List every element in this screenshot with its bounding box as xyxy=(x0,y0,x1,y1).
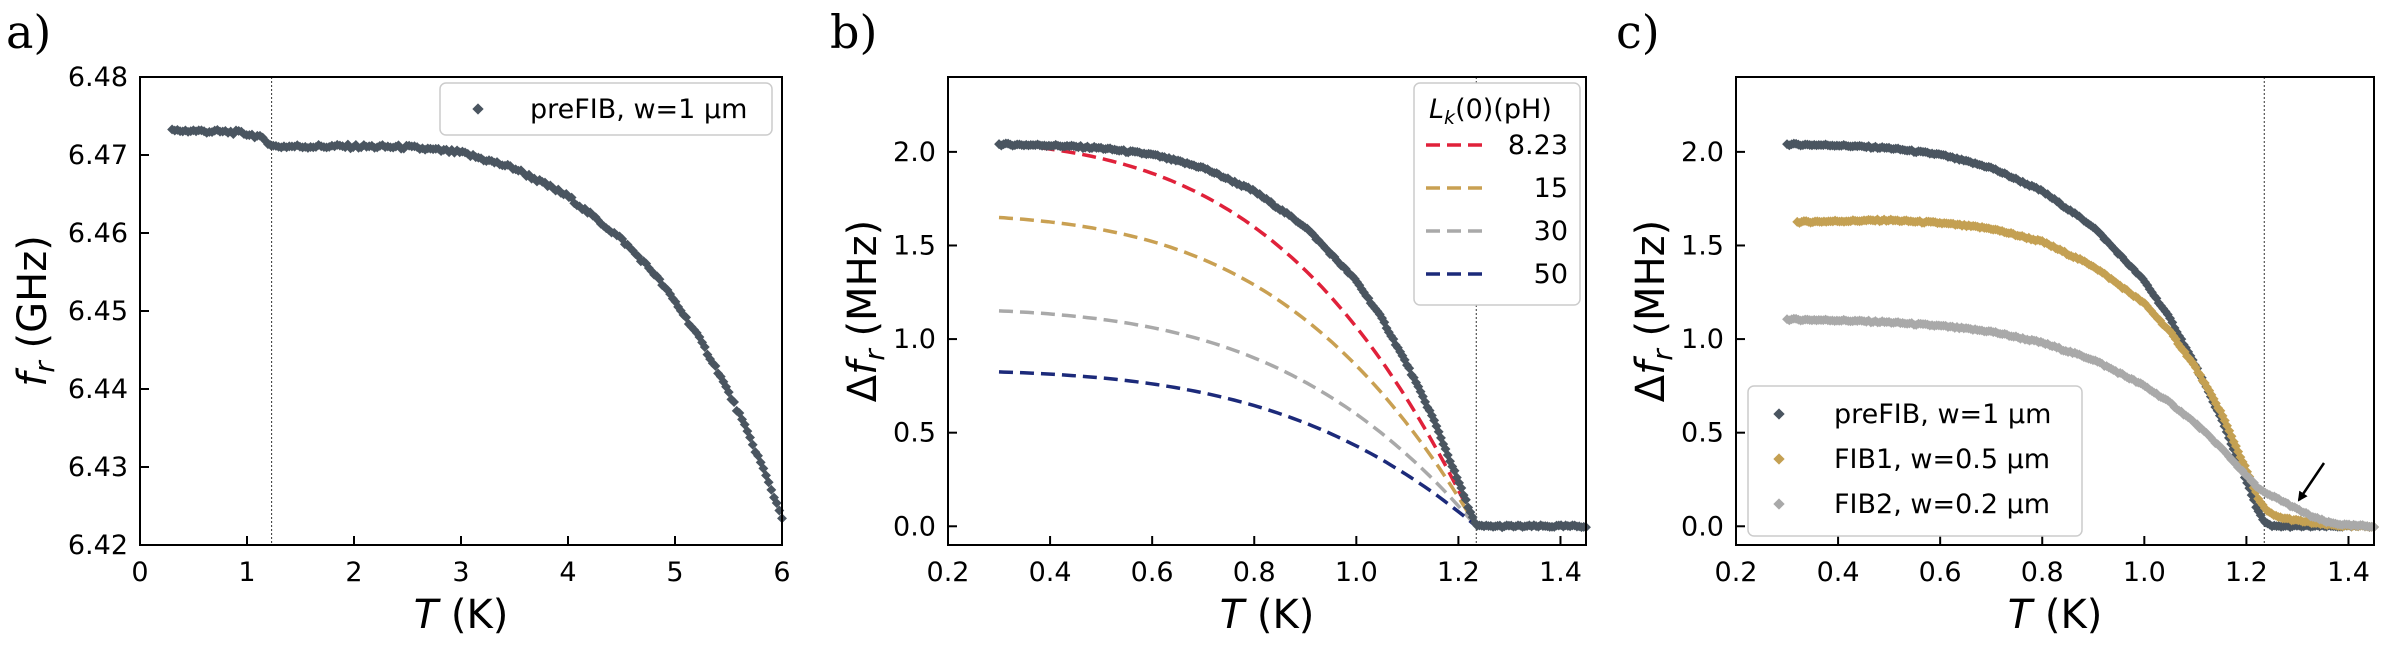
panel-c-ytick-label: 1.0 xyxy=(1681,324,1724,355)
panel-a-ytick-label: 6.48 xyxy=(68,62,128,93)
panel-b-model-curve-50 xyxy=(998,370,1586,529)
panel-c-legend-marker xyxy=(1773,408,1785,420)
panel-c-legend-marker xyxy=(1773,498,1785,510)
panel-a-ytick-label: 6.42 xyxy=(68,530,128,561)
panel-a-prefib-point xyxy=(745,432,755,443)
panel-a-xtick-label: 6 xyxy=(773,557,790,588)
panel-b-chart: 0.2 0.4 0.6 0.8 1.0 1.2 1.4 0.0 0.5 1.0 1.5 2.0 T … xyxy=(840,76,1591,638)
panel-b-legend-title: Lk(0)(pH) xyxy=(1429,94,1552,129)
panel-c-annotation-arrow xyxy=(2297,462,2326,502)
panel-c-ytick-label: 2.0 xyxy=(1681,137,1724,168)
panel-a-xlabel: T (K) xyxy=(414,592,509,638)
panel-a-prefib-point xyxy=(747,439,758,450)
panel-label-b: b) xyxy=(830,5,877,59)
panel-c-xtick-label: 1.0 xyxy=(2123,557,2166,588)
panel-b-marks xyxy=(994,138,1591,533)
panel-c-xtick-label: 0.8 xyxy=(2021,557,2064,588)
panel-b-yticks: 0.0 0.5 1.0 1.5 2.0 xyxy=(893,137,957,542)
panel-a-prefib-point xyxy=(771,498,782,508)
panel-b-legend-label: 8.23 xyxy=(1508,130,1568,161)
panel-c-ylabel: Δfr (MHz) xyxy=(1628,220,1679,403)
panel-a-yticks: 6.42 6.43 6.44 6.45 6.46 6.47 6.48 xyxy=(68,62,149,561)
panel-c-chart: 0.2 0.4 0.6 0.8 1.0 1.2 1.4 0.0 0.5 1.0 1.5 2.0 T … xyxy=(1628,76,2379,638)
panel-c-xtick-label: 1.2 xyxy=(2225,557,2268,588)
panel-a-xtick-label: 4 xyxy=(559,557,576,588)
panel-a-prefib-point xyxy=(710,360,721,371)
panel-label-a: a) xyxy=(6,5,51,59)
panel-b-ytick-label: 2.0 xyxy=(893,137,936,168)
panel-b-ytick-label: 0.0 xyxy=(893,511,936,542)
panel-c-marks xyxy=(1782,138,2379,533)
panel-b-xtick-label: 0.6 xyxy=(1131,557,1174,588)
panel-c-xtick-label: 1.4 xyxy=(2327,557,2370,588)
panel-c-legend: preFIB, w=1 µm FIB1, w=0.5 µm FIB2, w=0.2 … xyxy=(1747,385,2083,537)
panel-a-legend-label: preFIB, w=1 µm xyxy=(530,94,747,125)
panel-b-xtick-label: 0.8 xyxy=(1233,557,1276,588)
panel-a-chart: 0 1 2 3 4 5 6 6.42 6.43 6.44 6.45 6.46 6.47 6.48 T (… xyxy=(10,62,791,638)
panel-a-ytick-label: 6.44 xyxy=(68,374,128,405)
panel-b-legend-label: 15 xyxy=(1534,173,1568,204)
panel-a-ytick-label: 6.46 xyxy=(68,218,128,249)
panel-a-prefib-point xyxy=(729,397,740,407)
panel-a-xtick-label: 0 xyxy=(131,557,148,588)
panel-a-xticks: 0 1 2 3 4 5 6 xyxy=(131,536,791,588)
panel-c-xticks: 0.2 0.4 0.6 0.8 1.0 1.2 1.4 xyxy=(1715,536,2370,588)
panel-b-prefib-point xyxy=(1460,494,1471,505)
panel-label-c: c) xyxy=(1616,5,1660,59)
panel-c-frame xyxy=(1735,76,2375,546)
panel-b-xtick-label: 0.4 xyxy=(1029,557,1072,588)
panel-b-legend-label: 50 xyxy=(1534,259,1568,290)
panel-b-xtick-label: 1.0 xyxy=(1335,557,1378,588)
panel-c-xtick-label: 0.4 xyxy=(1817,557,1860,588)
panel-c-legend-marker xyxy=(1773,453,1785,465)
panel-b-legend: Lk(0)(pH) 8.23 15 30 50 xyxy=(1413,82,1581,306)
panel-b-legend-label: 30 xyxy=(1534,216,1568,247)
panel-b-ytick-label: 1.5 xyxy=(893,230,936,261)
panel-c-legend-label: FIB2, w=0.2 µm xyxy=(1834,489,2050,520)
panel-b-xtick-label: 0.2 xyxy=(927,557,970,588)
panel-b-xlabel: T (K) xyxy=(1220,592,1315,638)
panel-b-xtick-label: 1.2 xyxy=(1437,557,1480,588)
panel-a-frame xyxy=(139,76,783,546)
panel-c-legend-label: FIB1, w=0.5 µm xyxy=(1834,444,2050,475)
panel-a-legend-box xyxy=(439,82,773,136)
panel-a-prefib-point xyxy=(763,477,774,488)
panel-a-marks xyxy=(167,124,787,524)
panel-c-ytick-label: 0.5 xyxy=(1681,418,1724,449)
panel-c-xlabel: T (K) xyxy=(2008,592,2103,638)
panel-b-frame xyxy=(947,76,1587,546)
panel-b-legend-box xyxy=(1413,82,1581,306)
panel-c-xtick-label: 0.6 xyxy=(1919,557,1962,588)
panel-a-ytick-label: 6.43 xyxy=(68,452,128,483)
panel-b-xtick-label: 1.4 xyxy=(1539,557,1582,588)
panel-b-ylabel: Δfr (MHz) xyxy=(840,220,891,403)
panel-a-xtick-label: 3 xyxy=(452,557,469,588)
panel-a-prefib-point xyxy=(699,342,710,352)
panel-a-xtick-label: 2 xyxy=(345,557,362,588)
panel-c-yticks: 0.0 0.5 1.0 1.5 2.0 xyxy=(1681,137,1745,542)
panel-a-xtick-label: 1 xyxy=(238,557,255,588)
panel-a-ylabel: fr (GHz) xyxy=(10,235,61,387)
panel-a-legend-series-name: preFIB, w=1 µm xyxy=(530,94,747,125)
panel-b-ytick-label: 0.5 xyxy=(893,418,936,449)
panel-b-xticks: 0.2 0.4 0.6 0.8 1.0 1.2 1.4 xyxy=(927,536,1582,588)
panel-c-legend-box xyxy=(1747,385,2083,537)
panel-a-ytick-label: 6.45 xyxy=(68,296,128,327)
panel-c-legend-label: preFIB, w=1 µm xyxy=(1834,399,2051,430)
panel-a-xtick-label: 5 xyxy=(666,557,683,588)
panel-b-legend-entries: 8.23 15 30 50 xyxy=(1426,130,1568,290)
panel-b-ytick-label: 1.0 xyxy=(893,324,936,355)
panel-a-legend: preFIB, w=1 µm xyxy=(439,82,773,136)
panel-c-xtick-label: 0.2 xyxy=(1715,557,1758,588)
panel-a-ytick-label: 6.47 xyxy=(68,140,128,171)
panel-a-prefib-point xyxy=(766,484,777,495)
panel-c-ytick-label: 0.0 xyxy=(1681,511,1724,542)
panel-c-legend-entries: preFIB, w=1 µm FIB1, w=0.5 µm FIB2, w=0.2 … xyxy=(1773,399,2051,520)
panel-c-ytick-label: 1.5 xyxy=(1681,230,1724,261)
